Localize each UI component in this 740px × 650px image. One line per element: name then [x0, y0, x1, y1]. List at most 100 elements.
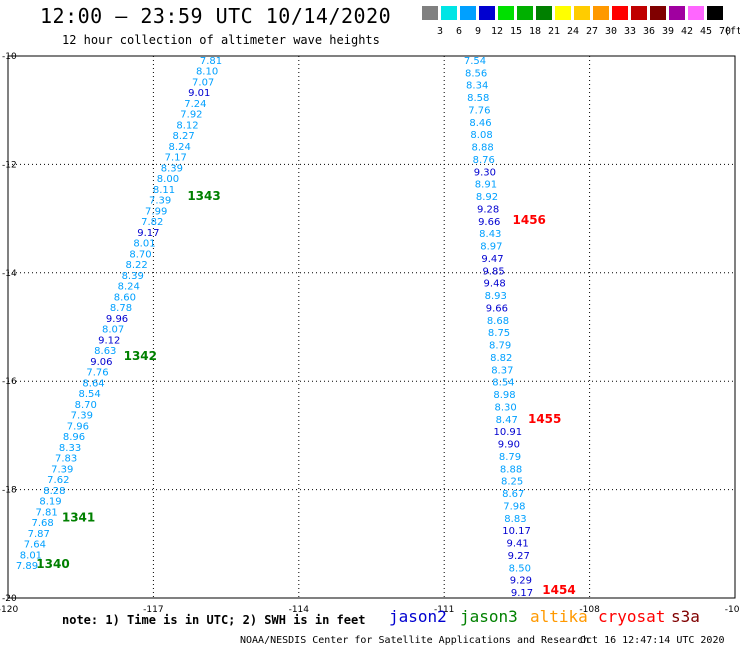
y-tick-label: -12 [2, 160, 17, 170]
wave-height-value: 9.47 [481, 254, 503, 265]
wave-height-value: 7.92 [180, 110, 202, 121]
wave-height-value: 8.56 [465, 68, 487, 79]
wave-height-value: 8.37 [491, 365, 513, 376]
wave-height-value: 9.96 [106, 314, 128, 325]
scale-swatch [688, 6, 704, 20]
scale-label: 21 [547, 26, 561, 37]
satellite-name: jason3 [460, 607, 518, 626]
wave-height-value: 8.54 [79, 389, 101, 400]
scale-swatch [555, 6, 571, 20]
wave-height-value: 8.46 [469, 118, 491, 129]
wave-height-value: 8.91 [475, 180, 497, 191]
wave-height-value: 7.76 [468, 105, 490, 116]
scale-label: 15 [509, 26, 523, 37]
timestamp: Oct 16 12:47:14 UTC 2020 [580, 635, 725, 646]
scale-swatch [669, 6, 685, 20]
satellite-name: cryosat [598, 607, 666, 626]
scale-label: 42 [680, 26, 694, 37]
wave-height-value: 8.43 [479, 229, 501, 240]
wave-height-value: 8.58 [467, 93, 489, 104]
pass-time-label: 1456 [513, 213, 546, 227]
wave-height-value: 7.81 [200, 56, 222, 67]
wave-height-value: 10.91 [493, 427, 522, 438]
wave-height-value: 8.33 [59, 443, 81, 454]
wave-height-value: 9.27 [508, 551, 530, 562]
scale-swatch [422, 6, 438, 20]
pass-time-label: 1341 [62, 510, 95, 524]
wave-height-value: 8.01 [20, 550, 42, 561]
wave-height-value: 7.17 [165, 153, 187, 164]
scale-swatch [536, 6, 552, 20]
wave-height-value: 8.24 [169, 142, 191, 153]
scale-label: 36 [642, 26, 656, 37]
wave-height-value: 8.54 [492, 378, 514, 389]
wave-height-value: 7.87 [28, 529, 50, 540]
scale-swatch [707, 6, 723, 20]
pass-time-label: 1454 [542, 583, 575, 597]
scale-label: 39 [661, 26, 675, 37]
wave-height-value: 7.39 [149, 196, 171, 207]
scale-swatch [612, 6, 628, 20]
wave-height-value: 8.63 [94, 346, 116, 357]
wave-height-value: 7.96 [67, 421, 89, 432]
x-tick-label: -117 [143, 605, 163, 615]
scale-label: 18 [528, 26, 542, 37]
wave-height-value: 7.24 [184, 99, 206, 110]
wave-height-value: 9.06 [90, 357, 112, 368]
wave-height-value: 9.29 [510, 576, 532, 587]
wave-height-value: 8.88 [472, 143, 494, 154]
pass-time-label: 1455 [528, 412, 561, 426]
wave-height-value: 8.97 [480, 242, 502, 253]
scale-swatch [441, 6, 457, 20]
scale-label: 27 [585, 26, 599, 37]
wave-height-value: 8.67 [502, 489, 524, 500]
wave-height-value: 10.17 [502, 526, 531, 537]
scale-swatch [631, 6, 647, 20]
wave-height-value: 7.39 [71, 411, 93, 422]
pass-time-label: 1343 [187, 189, 220, 203]
x-tick-label: -120 [0, 605, 18, 615]
x-tick-label: -111 [434, 605, 454, 615]
wave-height-value: 8.70 [75, 400, 97, 411]
wave-height-value: 8.12 [176, 120, 198, 131]
wave-height-value: 9.41 [506, 539, 528, 550]
wave-height-value: 7.68 [32, 518, 54, 529]
scale-swatch [517, 6, 533, 20]
scale-swatch [460, 6, 476, 20]
wave-height-value: 8.39 [161, 163, 183, 174]
wave-height-value: 7.76 [86, 368, 108, 379]
wave-height-value: 8.11 [153, 185, 175, 196]
wave-height-value: 7.82 [141, 217, 163, 228]
wave-height-value: 8.82 [490, 353, 512, 364]
wave-height-value: 7.99 [145, 206, 167, 217]
wave-height-value: 8.08 [470, 130, 492, 141]
wave-height-value: 8.19 [39, 497, 61, 508]
wave-height-value: 8.39 [122, 271, 144, 282]
wave-height-value: 8.78 [110, 303, 132, 314]
wave-height-value: 8.24 [118, 282, 140, 293]
scale-swatch [479, 6, 495, 20]
wave-height-value: 7.07 [192, 77, 214, 88]
wave-height-value: 8.10 [196, 67, 218, 78]
wave-height-value: 8.00 [157, 174, 179, 185]
scale-swatch [498, 6, 514, 20]
wave-height-value: 8.30 [494, 402, 516, 413]
wave-height-value: 9.90 [498, 440, 520, 451]
satellite-name: altika [530, 607, 588, 626]
x-tick-label: -108 [579, 605, 600, 615]
scale-label: 45 [699, 26, 713, 37]
y-tick-label: -16 [2, 377, 17, 387]
wave-height-value: 8.76 [473, 155, 495, 166]
y-tick-label: -14 [2, 269, 17, 279]
wave-height-value: 8.92 [476, 192, 498, 203]
wave-height-value: 8.07 [102, 325, 124, 336]
pass-time-label: 1340 [36, 557, 69, 571]
wave-height-value: 7.98 [503, 501, 525, 512]
wave-height-value: 9.12 [98, 335, 120, 346]
wave-height-value: 7.81 [35, 507, 57, 518]
page-subtitle: 12 hour collection of altimeter wave hei… [62, 33, 380, 47]
wave-height-value: 8.88 [500, 464, 522, 475]
wave-height-value: 7.64 [24, 540, 46, 551]
credit-text: NOAA/NESDIS Center for Satellite Applica… [240, 635, 590, 646]
